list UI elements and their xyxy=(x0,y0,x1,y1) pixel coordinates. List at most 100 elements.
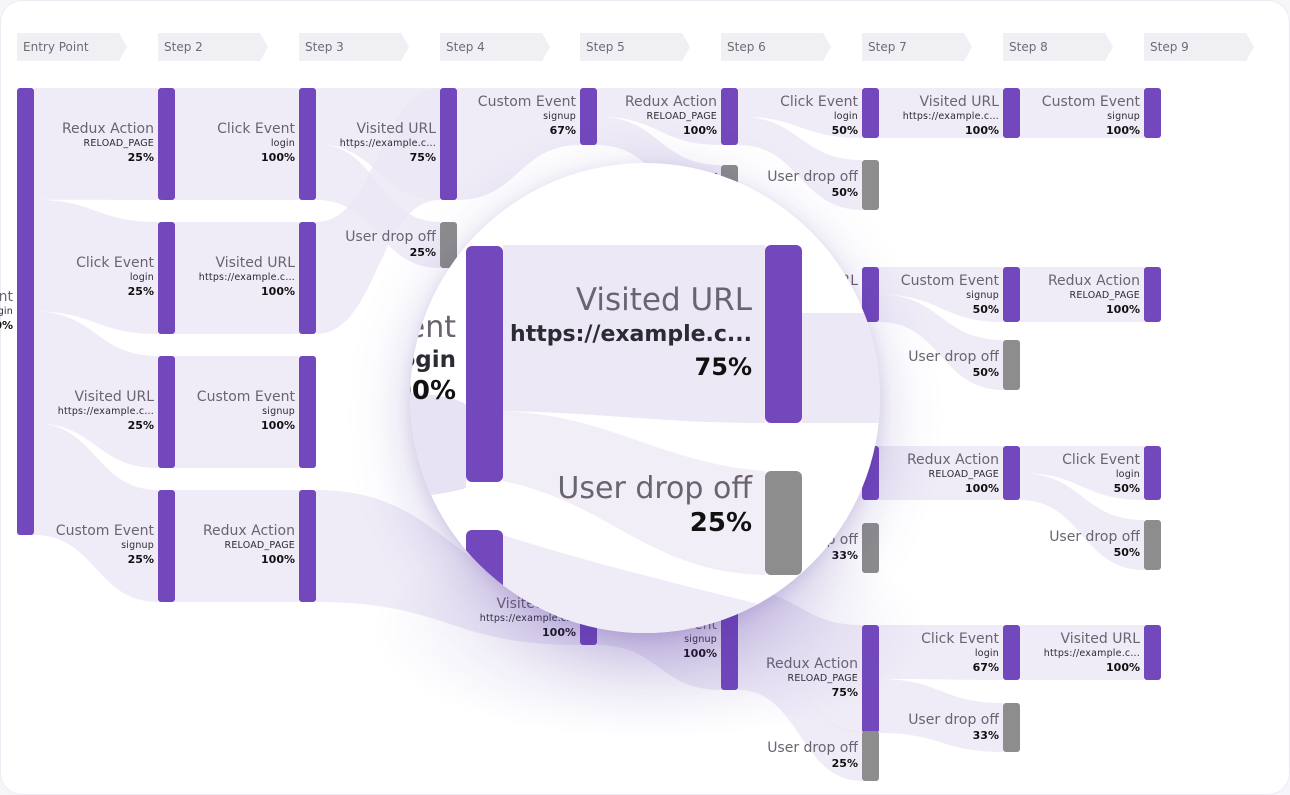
flow-link-n1-n5[interactable] xyxy=(34,423,158,602)
drop-off-bar[interactable] xyxy=(1144,520,1161,570)
zoom-flow-right xyxy=(802,313,880,423)
node-sub: https://example.c... xyxy=(339,138,436,149)
node-name: Click Event xyxy=(1062,452,1140,468)
flow-link-n27-n33[interactable] xyxy=(1020,473,1144,570)
flow-link-n5-n9[interactable] xyxy=(175,490,299,602)
node-name: Redux Action xyxy=(624,94,717,110)
node-bar[interactable] xyxy=(158,490,175,602)
node-sub: signup xyxy=(599,633,717,646)
drop-off-bar[interactable] xyxy=(440,222,457,268)
flow-link-n16-n23[interactable] xyxy=(738,640,862,781)
zoom-left-node-bar xyxy=(466,246,503,482)
zoom-left-node-label: Click Event login 100% xyxy=(410,311,456,407)
node-pct: 100% xyxy=(1106,303,1140,316)
flow-link-n12-n14[interactable] xyxy=(597,88,721,145)
drop-off-bar[interactable] xyxy=(862,523,879,573)
flow-link-n22-n28[interactable] xyxy=(879,625,1003,680)
flow-link-n28-n34[interactable] xyxy=(1020,625,1144,680)
node-pct: 25% xyxy=(127,419,154,432)
node-pct: 25% xyxy=(409,246,436,259)
node-label: Redux Action RELOAD_PAGE 100% xyxy=(599,94,717,138)
node-bar[interactable] xyxy=(299,490,316,602)
drop-off-bar[interactable] xyxy=(1003,340,1020,390)
zoom-drop-node-bar xyxy=(765,471,802,575)
step-header-1[interactable]: Entry Point xyxy=(17,33,127,61)
flow-link-n14-n18[interactable] xyxy=(738,116,862,211)
flow-link-n22-n29[interactable] xyxy=(879,679,1003,752)
node-bar[interactable] xyxy=(17,88,34,535)
zoom-target-node-pct: 75% xyxy=(694,353,752,381)
flow-link-n24-n30[interactable] xyxy=(1020,88,1144,138)
step-header-7[interactable]: Step 7 xyxy=(862,33,972,61)
flow-link-n3-n7[interactable] xyxy=(175,222,299,334)
node-sub: https://example.c... xyxy=(57,406,154,417)
node-bar[interactable] xyxy=(1144,625,1161,680)
node-bar[interactable] xyxy=(440,88,457,200)
flow-link-n1-n3[interactable] xyxy=(34,199,158,334)
node-name: Visited URL xyxy=(74,389,154,405)
node-bar[interactable] xyxy=(1003,88,1020,138)
node-bar[interactable] xyxy=(862,625,879,733)
flow-link-n2-n6[interactable] xyxy=(175,88,299,200)
step-header-4[interactable]: Step 4 xyxy=(440,33,550,61)
node-bar[interactable] xyxy=(299,222,316,334)
node-pct: 25% xyxy=(831,757,858,770)
step-header-6[interactable]: Step 6 xyxy=(721,33,831,61)
node-bar[interactable] xyxy=(1003,267,1020,322)
node-sub: login xyxy=(833,111,858,122)
node-sub: login xyxy=(270,138,295,149)
node-bar[interactable] xyxy=(158,356,175,468)
flow-link-n20-n27[interactable] xyxy=(879,446,1003,500)
drop-off-bar[interactable] xyxy=(862,160,879,210)
zoom-flow-left xyxy=(410,393,467,498)
node-sub: RELOAD_PAGE xyxy=(646,111,717,122)
step-header-5[interactable]: Step 5 xyxy=(580,33,690,61)
node-name: Custom Event xyxy=(1041,94,1140,110)
flow-link-n1-n4[interactable] xyxy=(34,311,158,469)
node-sub: login xyxy=(0,305,13,317)
step-header-9[interactable]: Step 9 xyxy=(1144,33,1254,61)
node-pct: 75% xyxy=(740,685,858,700)
node-bar[interactable] xyxy=(1144,88,1161,138)
zoom-flow-bottom xyxy=(503,535,880,633)
node-bar[interactable] xyxy=(721,88,738,145)
node-bar[interactable] xyxy=(1003,446,1020,500)
node-bar[interactable] xyxy=(158,222,175,334)
node-bar[interactable] xyxy=(158,88,175,200)
flow-link-n10-n12[interactable] xyxy=(457,88,580,200)
flow-link-n1-n2[interactable] xyxy=(34,88,158,200)
drop-off-bar[interactable] xyxy=(862,731,879,781)
flow-link-n19-n26[interactable] xyxy=(879,294,1003,391)
node-pct: 50% xyxy=(1113,546,1140,559)
node-sub: signup xyxy=(121,540,154,551)
node-bar[interactable] xyxy=(862,88,879,138)
node-name: Click Event xyxy=(921,631,999,647)
flow-link-n14-n17[interactable] xyxy=(738,88,862,138)
node-bar[interactable] xyxy=(1003,625,1020,680)
flow-link-n27-n32[interactable] xyxy=(1020,446,1144,500)
zoom-target-node-bar xyxy=(765,245,802,423)
flow-link-n17-n24[interactable] xyxy=(879,88,1003,138)
flow-link-n19-n25[interactable] xyxy=(879,267,1003,322)
node-bar[interactable] xyxy=(299,88,316,200)
node-name: Click Event xyxy=(0,288,13,305)
node-sub: RELOAD_PAGE xyxy=(1069,290,1140,301)
node-pct: 100% xyxy=(965,124,999,137)
step-header-2[interactable]: Step 2 xyxy=(158,33,268,61)
node-bar[interactable] xyxy=(580,88,597,145)
step-header-3[interactable]: Step 3 xyxy=(299,33,409,61)
node-sub: signup xyxy=(966,290,999,301)
flow-link-n4-n8[interactable] xyxy=(175,356,299,468)
node-bar[interactable] xyxy=(299,356,316,468)
node-bar[interactable] xyxy=(862,267,879,322)
node-bar[interactable] xyxy=(1144,446,1161,500)
flow-link-n7-n10[interactable] xyxy=(316,88,440,334)
flow-link-n25-n31[interactable] xyxy=(1020,267,1144,322)
node-label: Redux Action RELOAD_PAGE 100% xyxy=(177,523,295,567)
node-bar[interactable] xyxy=(1144,267,1161,322)
step-header-8[interactable]: Step 8 xyxy=(1003,33,1113,61)
drop-off-bar[interactable] xyxy=(1003,703,1020,752)
